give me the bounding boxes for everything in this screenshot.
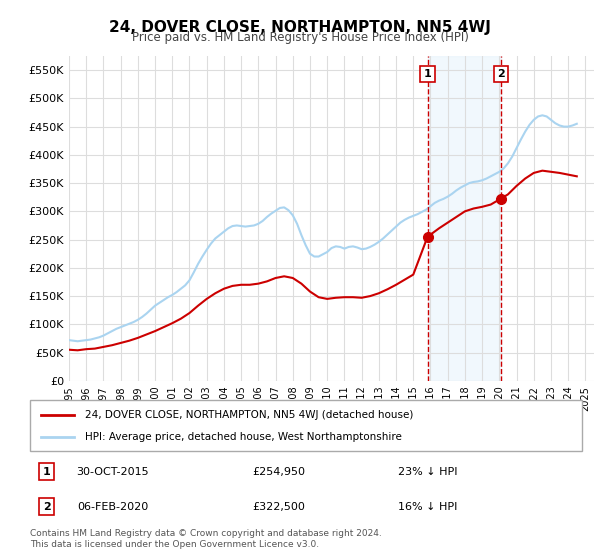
Text: 2: 2 (43, 502, 50, 512)
Text: 24, DOVER CLOSE, NORTHAMPTON, NN5 4WJ: 24, DOVER CLOSE, NORTHAMPTON, NN5 4WJ (109, 20, 491, 35)
Bar (428, 56, 501, 381)
Text: 30-OCT-2015: 30-OCT-2015 (76, 467, 149, 477)
FancyBboxPatch shape (30, 400, 582, 451)
Text: 1: 1 (43, 467, 50, 477)
Text: HPI: Average price, detached house, West Northamptonshire: HPI: Average price, detached house, West… (85, 432, 402, 442)
Text: 2: 2 (497, 69, 505, 79)
Text: 06-FEB-2020: 06-FEB-2020 (77, 502, 148, 512)
Text: 16% ↓ HPI: 16% ↓ HPI (398, 502, 457, 512)
Text: £322,500: £322,500 (252, 502, 305, 512)
Text: Price paid vs. HM Land Registry's House Price Index (HPI): Price paid vs. HM Land Registry's House … (131, 31, 469, 44)
Text: Contains HM Land Registry data © Crown copyright and database right 2024.
This d: Contains HM Land Registry data © Crown c… (30, 529, 382, 549)
Text: 24, DOVER CLOSE, NORTHAMPTON, NN5 4WJ (detached house): 24, DOVER CLOSE, NORTHAMPTON, NN5 4WJ (d… (85, 409, 413, 419)
Text: £254,950: £254,950 (252, 467, 305, 477)
Text: 23% ↓ HPI: 23% ↓ HPI (398, 467, 457, 477)
Text: 1: 1 (424, 69, 431, 79)
